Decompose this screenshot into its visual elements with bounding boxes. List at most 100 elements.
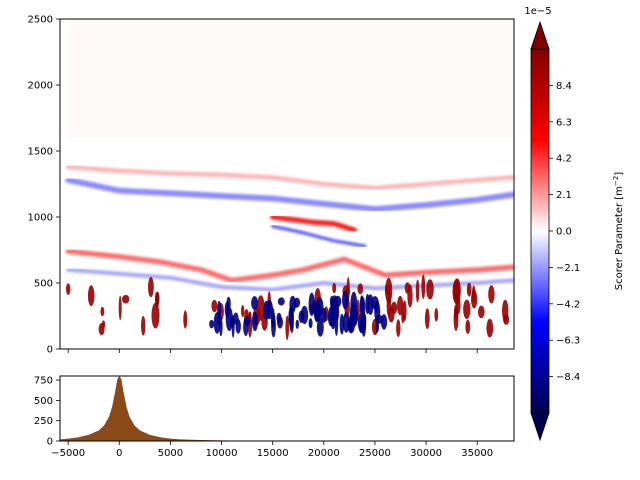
colorbar-tick-label: 8.4 <box>556 81 572 92</box>
terrain-x-tick-label: 20000 <box>308 448 340 459</box>
heatmap-cell <box>118 295 122 321</box>
heatmap-y-tick-label: 0 <box>47 345 53 356</box>
terrain-y-tick-label: 750 <box>34 376 53 387</box>
heatmap-frame <box>59 18 515 350</box>
terrain-panel: −5000 0 5000 10000 15000 20000 25000 30000 35000… <box>34 375 515 459</box>
heatmap-cell <box>357 313 366 333</box>
terrain-y-tick-label: 250 <box>34 416 53 427</box>
heatmap-cell <box>465 319 471 334</box>
heatmap-cell <box>285 315 290 341</box>
heatmap-cell <box>371 296 379 310</box>
heatmap-cell <box>502 299 509 322</box>
colorbar: 1e−5 −8.4 −6.3 −4.2 −2.1 0.0 2.1 4.2 6.3 8.4 Sco… <box>524 6 625 442</box>
heatmap-cell <box>486 318 494 338</box>
colorbar-label-suffix: ] <box>614 172 625 176</box>
heatmap-cell <box>265 299 273 320</box>
heatmap-cell <box>415 279 420 303</box>
heatmap-cell <box>463 299 471 319</box>
heatmap-cell <box>155 291 160 308</box>
heatmap-cell <box>471 290 478 309</box>
heatmap-cell <box>335 303 340 321</box>
heatmap-panel: 0 500 1000 1500 2000 2500 <box>28 15 515 356</box>
colorbar-label-superscript: −2 <box>612 176 620 186</box>
colorbar-gradient <box>531 49 549 413</box>
heatmap-cell <box>225 306 233 331</box>
heatmap-cell <box>293 297 301 308</box>
heatmap-cell <box>256 295 265 321</box>
heatmap-cell <box>243 318 249 336</box>
colorbar-tick-label: 6.3 <box>556 117 572 128</box>
heatmap-cell <box>357 283 364 295</box>
heatmap-cell <box>488 285 495 304</box>
colorbar-tick-label: −4.2 <box>556 299 580 310</box>
terrain-x-tick-label: 30000 <box>410 448 442 459</box>
heatmap-cell <box>235 318 241 334</box>
heatmap-cell <box>277 297 285 306</box>
heatmap-cell <box>388 306 395 323</box>
heatmap-cell <box>316 318 324 337</box>
heatmap-field <box>65 19 514 341</box>
heatmap-y-tick-label: 1000 <box>28 213 53 224</box>
heatmap-cells-8 <box>209 290 388 338</box>
terrain-x-tick-label: 5000 <box>158 448 183 459</box>
heatmap-cell <box>331 299 336 312</box>
heatmap-cell <box>359 295 364 314</box>
heatmap-cell <box>251 311 259 332</box>
heatmap-cell <box>328 312 335 327</box>
heatmap-cell <box>66 283 71 295</box>
terrain-x-tick-label: 25000 <box>359 448 391 459</box>
heatmap-cell <box>141 316 146 336</box>
heatmap-cell <box>295 319 299 329</box>
heatmap-cell <box>365 293 370 315</box>
heatmap-y-tick-label: 2000 <box>28 81 53 92</box>
heatmap-cell <box>342 312 350 333</box>
terrain-x-tick-label: 15000 <box>257 448 289 459</box>
terrain-x-tick-label: 0 <box>116 448 122 459</box>
colorbar-tick-label: −6.3 <box>556 336 580 347</box>
colorbar-tick-label: 0.0 <box>556 227 572 238</box>
heatmap-cell <box>87 285 95 307</box>
heatmap-band-6 <box>271 224 367 248</box>
heatmap-x-ticks <box>67 349 478 353</box>
terrain-y-ticks: 0 250 500 750 <box>34 376 60 448</box>
heatmap-band-5 <box>270 214 358 233</box>
heatmap-cell <box>288 305 295 328</box>
heatmap-cell <box>426 279 434 300</box>
heatmap-cell <box>349 302 357 326</box>
heatmap-y-tick-label: 2500 <box>28 15 53 26</box>
terrain-area <box>60 376 514 441</box>
colorbar-min-extend <box>530 412 550 442</box>
heatmap-y-ticks: 0 500 1000 1500 2000 2500 <box>28 15 60 356</box>
heatmap-cell <box>209 319 215 329</box>
heatmap-cell <box>216 316 221 326</box>
colorbar-tick-label: −2.1 <box>556 263 580 274</box>
colorbar-max-extend <box>530 20 550 50</box>
colorbar-tick-label: −8.4 <box>556 372 580 383</box>
heatmap-cell <box>226 296 231 311</box>
heatmap-cell <box>183 310 188 329</box>
colorbar-tick-label: 4.2 <box>556 154 572 165</box>
terrain-y-tick-label: 0 <box>47 437 53 448</box>
colorbar-exponent-label: 1e−5 <box>524 6 551 17</box>
heatmap-cell <box>402 300 407 322</box>
heatmap-cell <box>308 292 315 316</box>
heatmap-band-4 <box>66 267 514 292</box>
heatmap-cell <box>308 318 313 329</box>
heatmap-y-tick-label: 1500 <box>28 147 53 158</box>
colorbar-label-main: Scorer Parameter [m <box>614 186 625 290</box>
heatmap-cell <box>397 295 404 316</box>
heatmap-cell <box>276 312 282 323</box>
heatmap-cell <box>434 308 439 322</box>
heatmap-cell <box>148 276 154 298</box>
colorbar-label: Scorer Parameter [m−2] <box>612 172 625 290</box>
heatmap-cell <box>298 310 304 323</box>
heatmap-cell <box>396 319 401 337</box>
heatmap-cell <box>100 306 105 317</box>
terrain-x-tick-label: 35000 <box>461 448 493 459</box>
heatmap-cell <box>375 315 384 324</box>
heatmap-cell <box>332 282 337 294</box>
heatmap-cell <box>421 274 426 300</box>
heatmap-cell <box>424 308 430 330</box>
heatmap-band-1 <box>65 177 514 213</box>
